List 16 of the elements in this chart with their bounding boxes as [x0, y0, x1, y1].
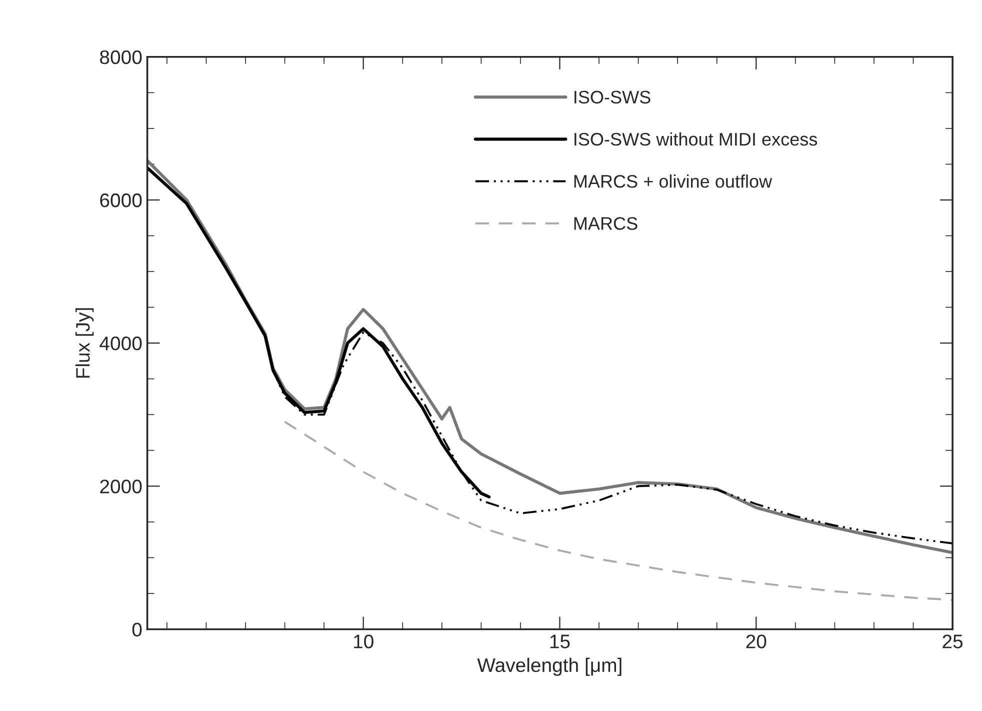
- legend-label: ISO-SWS without MIDI excess: [574, 132, 818, 146]
- legend-label: MARCS: [574, 217, 638, 230]
- y-tick-label: 4000: [100, 336, 142, 350]
- legend-label: MARCS + olivine outflow: [574, 174, 772, 188]
- x-axis-title: Wavelength [μm]: [477, 658, 622, 676]
- legend-label: ISO-SWS: [574, 90, 650, 104]
- line-series: [284, 420, 953, 601]
- x-tick-label: 25: [942, 634, 963, 648]
- y-axis-title: Flux [Jy]: [76, 308, 94, 378]
- x-tick-label: 15: [550, 634, 570, 648]
- y-tick-label: 2000: [100, 480, 142, 494]
- x-tick-label: 10: [354, 634, 374, 648]
- y-tick-label: 0: [132, 622, 142, 636]
- x-tick-label: 20: [746, 634, 766, 648]
- y-tick-label: 8000: [100, 50, 142, 64]
- y-tick-label: 6000: [100, 193, 142, 208]
